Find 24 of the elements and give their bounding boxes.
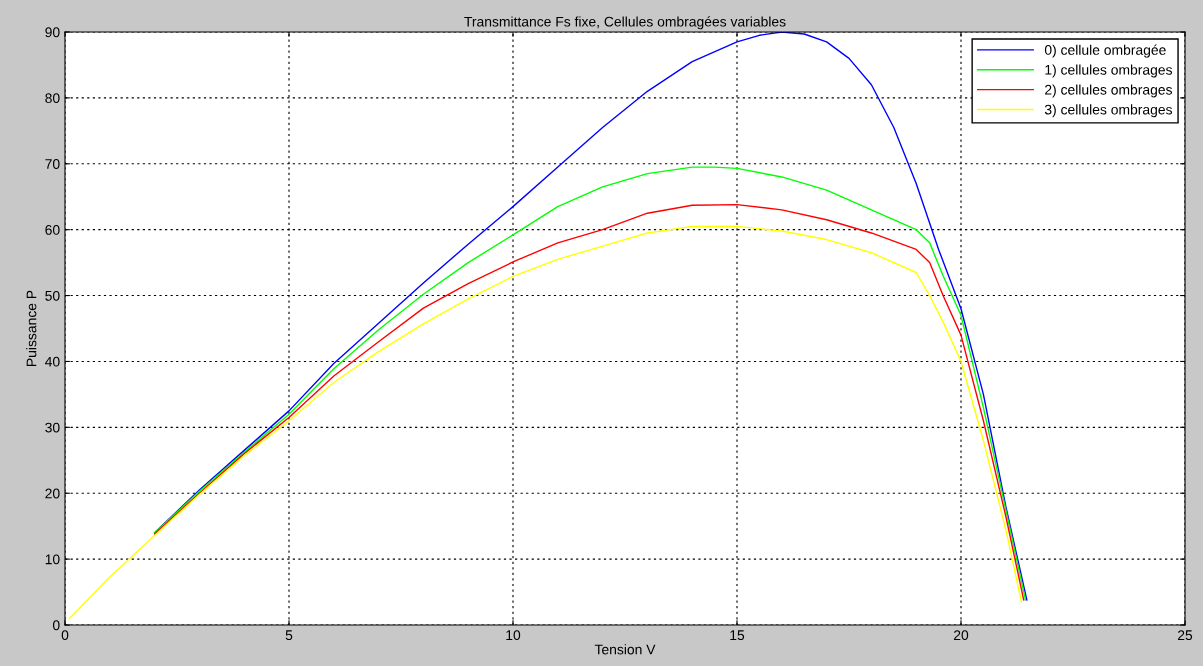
y-tick-label: 70 <box>45 159 60 169</box>
x-tick-label: 5 <box>285 630 293 641</box>
x-tick-label: 0 <box>61 630 69 641</box>
legend-label: 2) cellules ombrages <box>1045 84 1173 98</box>
y-tick-label: 0 <box>52 620 60 631</box>
x-tick-label: 15 <box>730 630 745 641</box>
y-tick-label: 50 <box>45 290 60 301</box>
y-tick-label: 80 <box>45 93 60 104</box>
legend-label: 1) cellules ombrages <box>1045 64 1173 78</box>
y-tick-label: 20 <box>45 488 60 499</box>
chart-title: Transmittance Fs fixe, Cellules ombragées variables <box>464 16 786 30</box>
y-tick-label: 60 <box>45 225 60 235</box>
x-tick-label: 10 <box>506 630 521 641</box>
x-tick-label: 20 <box>953 630 969 641</box>
x-tick-label: 25 <box>1177 630 1193 641</box>
line-series <box>68 225 1023 620</box>
y-tick-label: 90 <box>45 27 60 38</box>
legend-label: 0) cellule ombragée <box>1044 44 1166 58</box>
y-axis-title: Puissance P <box>26 290 37 366</box>
y-tick-label: 40 <box>45 356 60 367</box>
x-axis-title: Tension V <box>594 644 656 655</box>
legend-label: 3) cellules ombrages <box>1044 104 1173 118</box>
y-tick-label: 30 <box>45 422 60 433</box>
y-tick-label: 10 <box>45 554 60 565</box>
